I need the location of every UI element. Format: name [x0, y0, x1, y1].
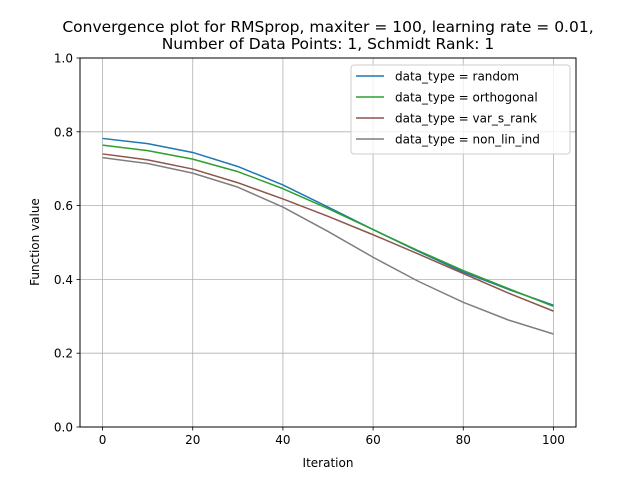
chart-title-line-1: Convergence plot for RMSprop, maxiter = …: [62, 18, 593, 36]
legend-label: data_type = random: [395, 70, 519, 84]
y-tick-label: 0.4: [54, 273, 73, 287]
legend-label: data_type = non_lin_ind: [395, 133, 540, 147]
x-tick-label: 40: [275, 433, 290, 447]
x-tick-label: 20: [185, 433, 200, 447]
x-tick-label: 80: [456, 433, 471, 447]
x-tick-label: 100: [542, 433, 565, 447]
y-tick-label: 0.6: [54, 199, 73, 213]
y-tick-label: 0.0: [54, 421, 73, 435]
x-tick-label: 0: [99, 433, 107, 447]
legend-box: [350, 64, 571, 155]
legend-label: data_type = var_s_rank: [395, 112, 537, 126]
chart-title-line-2: Number of Data Points: 1, Schmidt Rank: …: [162, 35, 495, 53]
series-line-1: [102, 137, 554, 306]
series-line-2: [102, 144, 554, 308]
legend-label: data_type = orthogonal: [395, 91, 538, 105]
plot-frame: [79, 57, 577, 428]
x-axis-label: Iteration: [303, 456, 354, 470]
y-tick-label: 0.2: [54, 347, 73, 361]
y-tick-label: 1.0: [54, 52, 73, 66]
series-lines: [102, 137, 554, 335]
y-tick-label: 0.8: [54, 125, 73, 139]
y-axis-label: Function value: [28, 198, 42, 286]
legend: data_type = random data_type = orthogonal…: [350, 64, 571, 155]
series-line-4: [102, 156, 554, 335]
series-line-3: [102, 153, 554, 312]
x-tick-label: 60: [365, 433, 380, 447]
axis-ticks: 0 20 40 60 80 100 0.0 0.2 0.4 0.6 0.8 1.0: [54, 52, 565, 448]
